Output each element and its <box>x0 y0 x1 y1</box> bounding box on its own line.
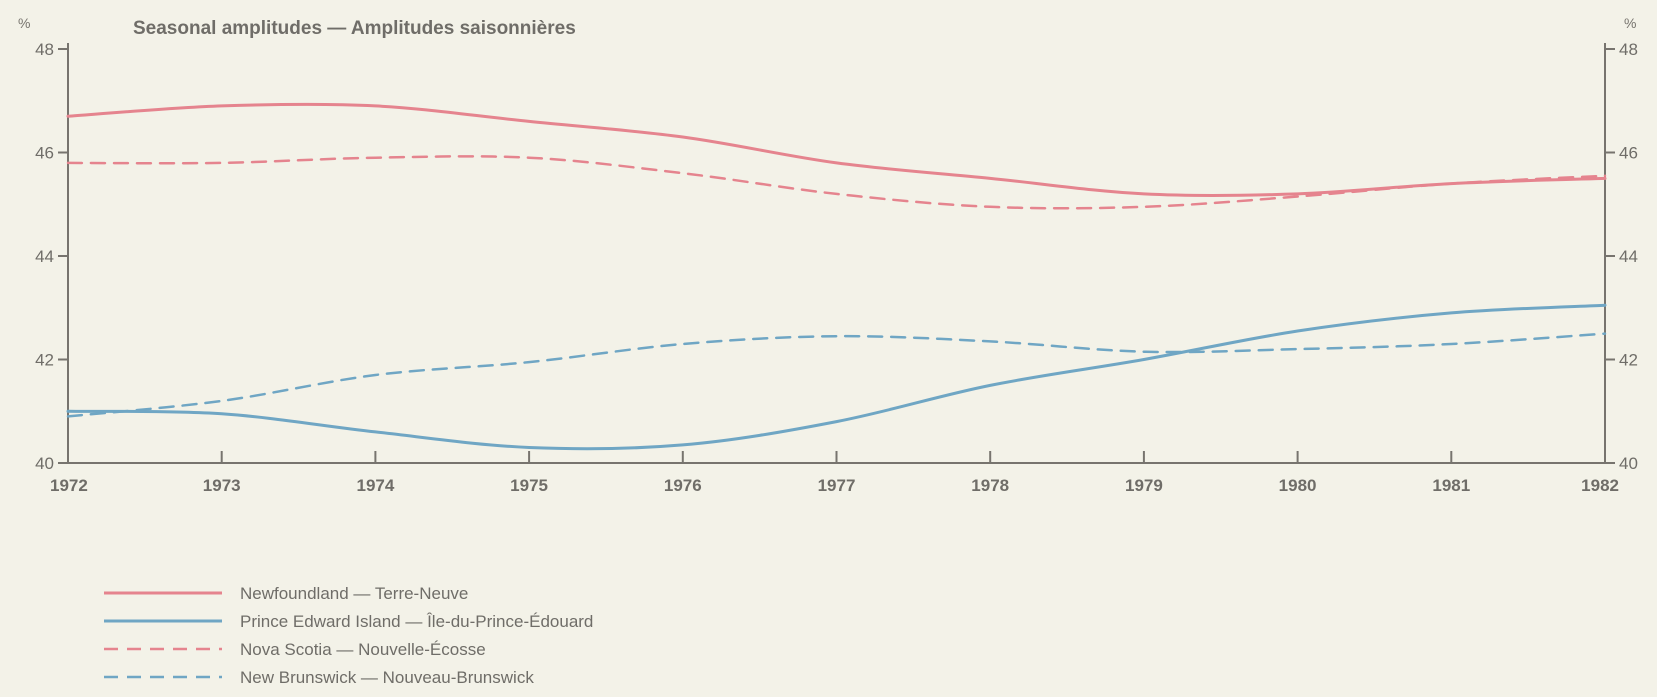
y-tick-label-right: 44 <box>1619 247 1638 266</box>
chart-title: Seasonal amplitudes — Amplitudes saisonn… <box>133 18 576 39</box>
y-tick-label-left: 48 <box>35 40 54 59</box>
y-tick-label-left: 40 <box>35 454 54 473</box>
legend-label-newfoundland: Newfoundland — Terre-Neuve <box>240 584 468 603</box>
x-tick-label: 1980 <box>1279 476 1317 495</box>
y-tick-label-left: 42 <box>35 351 54 370</box>
series-layer <box>66 102 1607 451</box>
y-tick-label-right: 46 <box>1619 144 1638 163</box>
y-tick-label-right: 42 <box>1619 351 1638 370</box>
y-tick-label-right: 40 <box>1619 454 1638 473</box>
x-tick-label: 1974 <box>356 476 394 495</box>
y-tick-label-right: 48 <box>1619 40 1638 59</box>
series-line-new-brunswick <box>66 332 1607 418</box>
series-line-nova-scotia <box>66 155 1607 210</box>
x-tick-label: 1972 <box>50 476 88 495</box>
x-tick-label: 1978 <box>971 476 1009 495</box>
x-tick-label: 1979 <box>1125 476 1163 495</box>
legend: Newfoundland — Terre-Neuve Prince Edward … <box>104 584 593 687</box>
x-tick-label: 1973 <box>203 476 241 495</box>
y-tick-label-left: 46 <box>35 144 54 163</box>
x-tick-label: 1977 <box>818 476 856 495</box>
series-line-newfoundland <box>66 102 1607 198</box>
x-tick-label: 1975 <box>510 476 548 495</box>
y-tick-label-left: 44 <box>35 247 54 266</box>
y-unit-right: % <box>1624 15 1636 31</box>
y-unit-left: % <box>18 15 30 31</box>
x-tick-label: 1976 <box>664 476 702 495</box>
legend-label-nova-scotia: Nova Scotia — Nouvelle-Écosse <box>240 640 486 659</box>
x-tick-label: 1981 <box>1432 476 1470 495</box>
legend-label-prince-edward-island: Prince Edward Island — Île-du-Prince-Édo… <box>240 612 593 631</box>
legend-label-new-brunswick: New Brunswick — Nouveau-Brunswick <box>240 668 534 687</box>
axes: 40 40 42 42 44 44 46 46 48 48 1972 1973 1974 1975 1976… <box>35 40 1638 495</box>
x-tick-label: 1982 <box>1581 476 1619 495</box>
series-line-prince-edward-island <box>66 303 1607 451</box>
